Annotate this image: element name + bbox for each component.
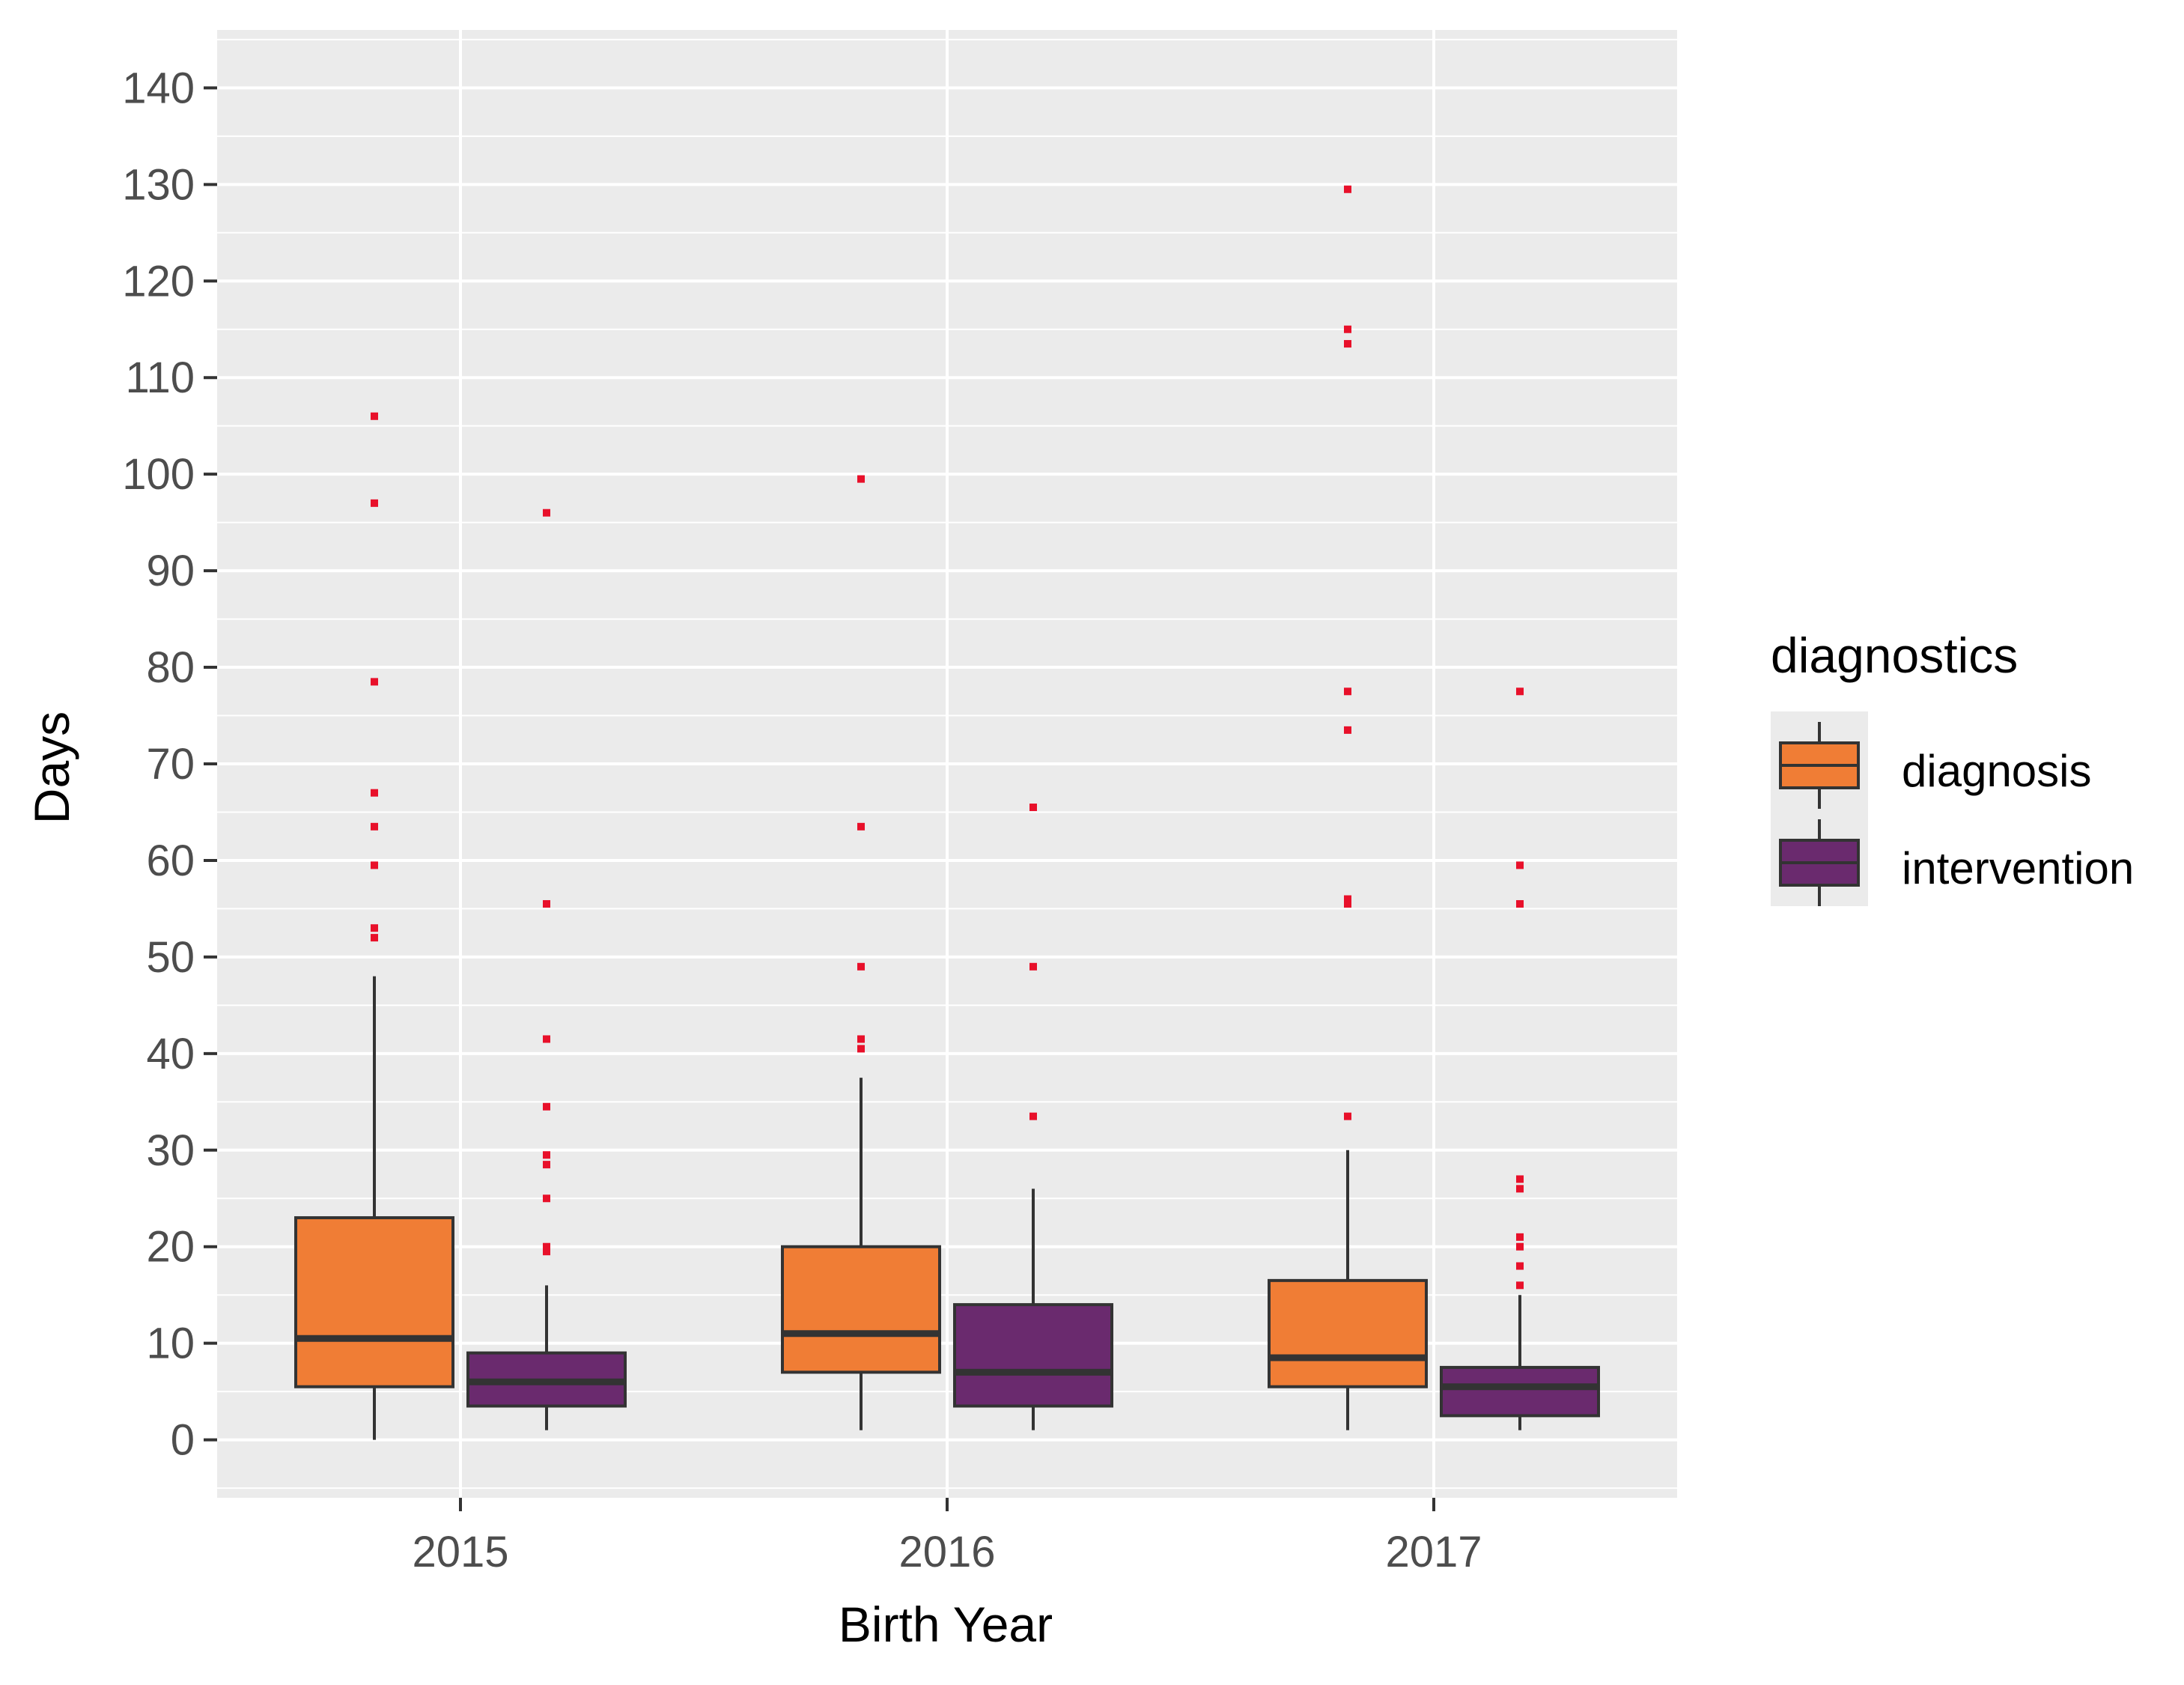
legend-label-intervention: intervention bbox=[1902, 843, 2134, 893]
outlier-point bbox=[371, 934, 378, 942]
y-tick-label: 0 bbox=[171, 1416, 195, 1465]
outlier-point bbox=[1344, 687, 1351, 696]
box-intervention-2016 bbox=[953, 804, 1113, 1430]
outlier-point bbox=[1344, 185, 1351, 193]
legend-label-diagnosis: diagnosis bbox=[1902, 746, 2092, 796]
y-tick-label: 110 bbox=[126, 353, 195, 402]
outlier-point bbox=[371, 822, 378, 831]
outlier-point bbox=[1344, 726, 1351, 734]
outlier-point bbox=[1344, 340, 1351, 348]
y-tick-label: 70 bbox=[146, 740, 195, 789]
legend-keys bbox=[1779, 722, 1860, 906]
outlier-point bbox=[857, 1035, 865, 1043]
y-axis-title: Days bbox=[24, 711, 79, 824]
outlier-point bbox=[857, 1045, 865, 1053]
x-tick-label: 2017 bbox=[1385, 1528, 1482, 1576]
box-iqr bbox=[953, 1303, 1113, 1408]
y-axis: 0 10 20 30 40 50 60 70 80 90 100 110 120 130 140 bbox=[122, 64, 217, 1465]
y-tick-label: 100 bbox=[122, 450, 195, 499]
y-tick-label: 20 bbox=[146, 1223, 195, 1272]
x-tick-label: 2016 bbox=[898, 1528, 995, 1576]
outlier-point bbox=[543, 1194, 550, 1203]
outlier-point bbox=[1516, 1233, 1524, 1241]
outlier-point bbox=[543, 508, 550, 517]
outlier-point bbox=[857, 962, 865, 971]
outlier-point bbox=[543, 1151, 550, 1159]
legend-key-diagnosis bbox=[1779, 722, 1860, 809]
legend-title: diagnostics bbox=[1771, 628, 2018, 683]
outlier-point bbox=[1029, 1112, 1037, 1120]
y-tick-label: 120 bbox=[122, 257, 195, 306]
grid-major-lines bbox=[217, 30, 1677, 1498]
outlier-point bbox=[1344, 895, 1351, 903]
outlier-point bbox=[543, 899, 550, 908]
outlier-point bbox=[1029, 962, 1037, 971]
legend-key-intervention bbox=[1779, 819, 1860, 906]
outlier-point bbox=[543, 1161, 550, 1169]
outlier-point bbox=[1516, 1185, 1524, 1193]
outlier-point bbox=[1516, 1242, 1524, 1251]
outlier-point bbox=[1516, 861, 1524, 869]
outlier-point bbox=[371, 499, 378, 507]
y-tick-label: 130 bbox=[122, 160, 195, 209]
outlier-point bbox=[1516, 687, 1524, 696]
box-diagnosis-2016 bbox=[781, 475, 941, 1430]
y-tick-label: 30 bbox=[146, 1126, 195, 1175]
outlier-point bbox=[857, 475, 865, 483]
outlier-point bbox=[1344, 325, 1351, 333]
x-axis: 2015 2016 2017 bbox=[412, 1498, 1482, 1576]
outlier-point bbox=[1516, 899, 1524, 908]
outlier-point bbox=[1516, 1281, 1524, 1290]
outlier-point bbox=[543, 1035, 550, 1043]
y-tick-label: 90 bbox=[146, 547, 195, 595]
y-tick-label: 80 bbox=[146, 643, 195, 692]
outlier-point bbox=[371, 861, 378, 869]
box-diagnosis-2017 bbox=[1268, 185, 1428, 1430]
y-tick-label: 60 bbox=[146, 837, 195, 885]
outlier-point bbox=[371, 412, 378, 420]
box-iqr bbox=[1440, 1365, 1600, 1418]
outlier-point bbox=[543, 1248, 550, 1256]
boxplot-series bbox=[294, 185, 1600, 1440]
y-tick-label: 50 bbox=[146, 933, 195, 982]
outlier-point bbox=[371, 789, 378, 797]
outlier-point bbox=[1029, 804, 1037, 812]
outlier-point bbox=[371, 924, 378, 932]
box-diagnosis-2015 bbox=[294, 412, 454, 1440]
y-tick-label: 40 bbox=[146, 1030, 195, 1078]
outlier-point bbox=[543, 1102, 550, 1111]
box-iqr bbox=[294, 1216, 454, 1388]
outlier-point bbox=[543, 1242, 550, 1251]
box-iqr bbox=[1268, 1278, 1428, 1388]
outlier-point bbox=[857, 822, 865, 831]
y-tick-label: 10 bbox=[146, 1320, 195, 1368]
box-iqr bbox=[781, 1245, 941, 1374]
box-intervention-2015 bbox=[466, 508, 627, 1430]
outlier-point bbox=[1516, 1262, 1524, 1270]
box-intervention-2017 bbox=[1440, 687, 1600, 1430]
x-axis-title: Birth Year bbox=[839, 1597, 1053, 1652]
outlier-point bbox=[1344, 1112, 1351, 1120]
outlier-point bbox=[371, 678, 378, 686]
y-tick-label: 140 bbox=[122, 64, 195, 112]
x-tick-label: 2015 bbox=[412, 1528, 508, 1576]
outlier-point bbox=[1516, 1175, 1524, 1183]
legend: diagnostics diagnosis intervention bbox=[1771, 628, 2134, 906]
outlier-point bbox=[1344, 899, 1351, 908]
